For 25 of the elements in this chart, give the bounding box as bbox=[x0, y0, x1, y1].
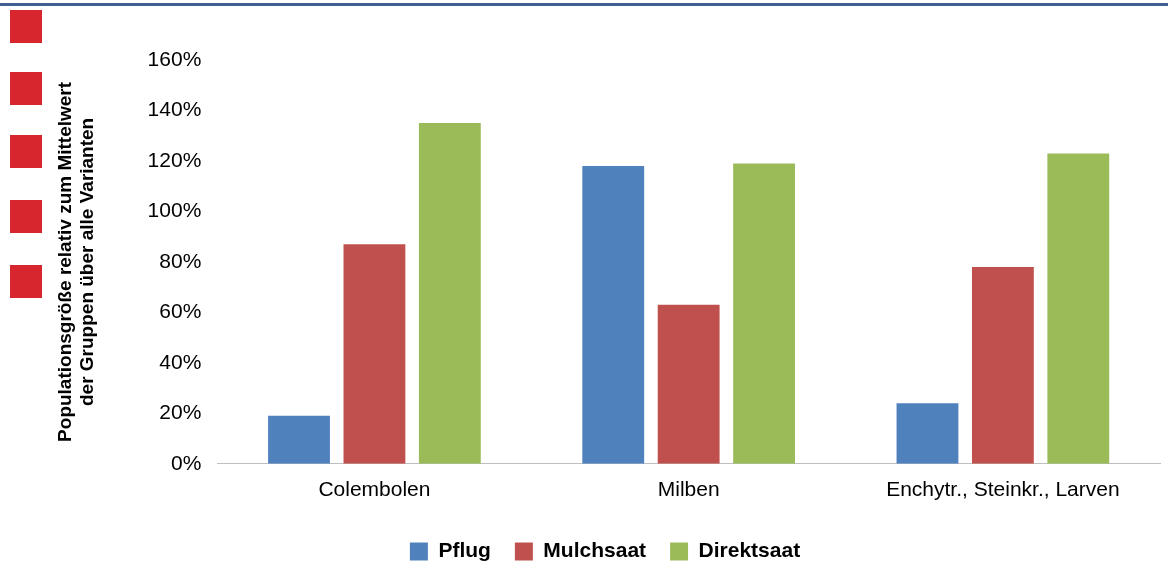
bar bbox=[268, 415, 330, 464]
y-tick-label: 120% bbox=[147, 147, 202, 171]
bar bbox=[343, 244, 406, 464]
y-tick-label: 140% bbox=[147, 97, 202, 121]
legend-label: Direktsaat bbox=[698, 538, 801, 562]
bar bbox=[1047, 153, 1110, 464]
y-tick-label: 160% bbox=[147, 46, 202, 70]
y-tick-label: 60% bbox=[159, 299, 202, 323]
y-tick-label: 0% bbox=[170, 450, 202, 474]
bar bbox=[733, 163, 795, 464]
bar bbox=[971, 266, 1034, 464]
legend-label: Mulchsaat bbox=[543, 538, 647, 562]
legend-label: Pflug bbox=[438, 538, 491, 562]
y-axis-title: Populationsgröße relativ zum Mittelwert der Gruppen über alle Varianten bbox=[53, 81, 98, 442]
x-tick-label: Colembolen bbox=[318, 477, 431, 501]
y-tick-label: 80% bbox=[159, 248, 202, 272]
bar bbox=[418, 123, 481, 464]
y-tick-label: 40% bbox=[159, 349, 202, 373]
y-tick-label: 100% bbox=[147, 198, 202, 222]
bar bbox=[582, 166, 645, 464]
x-tick-label: Milben bbox=[657, 477, 720, 501]
bar bbox=[657, 304, 720, 464]
x-tick-label: Enchytr., Steinkr., Larven bbox=[886, 477, 1120, 501]
y-tick-label: 20% bbox=[159, 400, 202, 424]
bar bbox=[896, 403, 959, 464]
